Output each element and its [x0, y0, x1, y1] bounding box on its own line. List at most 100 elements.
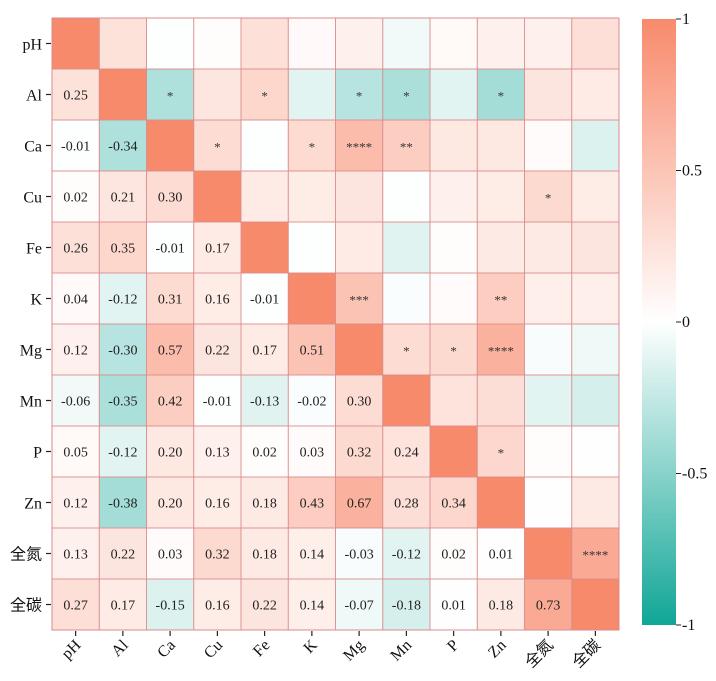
cell-value-label: 0.04 [63, 293, 88, 308]
heatmap-cell-Mg-Zn [477, 324, 525, 376]
heatmap-cell-K-全氮 [524, 273, 573, 325]
cell-value-label: 0.03 [300, 446, 325, 461]
cell-value-label: 0.12 [63, 344, 88, 359]
heatmap-cell-Fe-Al [99, 222, 147, 274]
heatmap-cell-Fe-Cu [193, 222, 242, 274]
heatmap-cell-全碳-P [430, 579, 478, 631]
colorbar-tick-label: 0.5 [682, 163, 702, 180]
heatmap-cells [52, 18, 620, 631]
cell-value-label: -0.01 [156, 242, 185, 257]
heatmap-cell-Al-Ca [146, 69, 195, 121]
heatmap-cell-Ca-Zn [477, 120, 525, 172]
heatmap-cell-Ca-Al [99, 120, 147, 172]
colorbar-tick-label: 0 [682, 314, 690, 331]
cell-value-label: 0.67 [347, 497, 372, 512]
heatmap-cell-全碳-Zn [477, 579, 525, 631]
heatmap-cell-Mn-Al [99, 375, 147, 427]
cell-value-label: 0.21 [111, 191, 136, 206]
heatmap-cell-Al-Zn [477, 69, 525, 121]
heatmap-cell-Ca-P [430, 120, 478, 172]
heatmap-cell-pH-Ca [146, 18, 195, 70]
heatmap-cell-pH-全氮 [524, 18, 573, 70]
heatmap-cell-P-pH [52, 426, 100, 478]
heatmap-cell-Cu-全氮 [524, 171, 573, 223]
cell-value-label: 0.43 [300, 497, 325, 512]
significance-stars: ** [400, 140, 413, 155]
heatmap-cell-Mg-全碳 [571, 324, 620, 376]
heatmap-cell-Fe-全碳 [571, 222, 620, 274]
heatmap-cell-K-K [288, 273, 336, 325]
x-tick-label: K [301, 636, 322, 657]
cell-value-label: 0.20 [158, 497, 183, 512]
heatmap-cell-Ca-pH [52, 120, 100, 172]
heatmap-cell-全碳-Mg [335, 579, 384, 631]
cell-value-label: -0.30 [108, 344, 137, 359]
significance-stars: * [356, 89, 363, 104]
x-tick-label: Ca [154, 637, 179, 662]
heatmap-cell-Fe-Mg [335, 222, 384, 274]
heatmap-cell-Cu-K [288, 171, 336, 223]
y-tick-label: Fe [26, 241, 42, 258]
heatmap-border [51, 17, 620, 631]
heatmap-cell-K-pH [52, 273, 100, 325]
significance-stars: * [309, 140, 316, 155]
heatmap-cell-Ca-Ca [146, 120, 195, 172]
heatmap-cell-Mn-Cu [193, 375, 242, 427]
heatmap-cell-Zn-P [430, 477, 478, 529]
cell-value-label: 0.13 [63, 548, 88, 563]
cell-value-label: 0.31 [158, 293, 183, 308]
significance-stars: * [214, 140, 221, 155]
heatmap-cell-Al-Mn [382, 69, 431, 121]
heatmap-cell-Zn-Al [99, 477, 147, 529]
x-tick-label: P [444, 637, 462, 655]
heatmap-cell-Mg-Ca [146, 324, 195, 376]
cell-value-label: 0.24 [394, 446, 419, 461]
colorbar: 1 0.5 0 -0.5 -1 [642, 11, 707, 634]
significance-stars: * [403, 89, 410, 104]
heatmap-cell-pH-Al [99, 18, 147, 70]
heatmap-cell-K-Ca [146, 273, 195, 325]
y-tick-label: Mg [20, 343, 42, 360]
x-tick-label: Zn [485, 637, 510, 662]
heatmap-cell-Ca-Mn [382, 120, 431, 172]
cell-value-label: 0.16 [205, 599, 230, 614]
heatmap-cell-Zn-Ca [146, 477, 195, 529]
cell-value-label: 0.01 [489, 548, 514, 563]
heatmap-cell-全氮-K [288, 528, 336, 580]
heatmap-cell-Ca-全氮 [524, 120, 573, 172]
significance-stars: * [450, 344, 457, 359]
significance-stars: *** [349, 293, 369, 308]
heatmap-cell-Ca-K [288, 120, 336, 172]
significance-stars: * [545, 191, 552, 206]
heatmap-cell-K-Zn [477, 273, 525, 325]
heatmap-cell-Mg-Cu [193, 324, 242, 376]
heatmap-cell-全氮-Cu [193, 528, 242, 580]
heatmap-cell-全碳-全氮 [524, 579, 573, 631]
heatmap-cell-P-Mn [382, 426, 431, 478]
heatmap-cell-全碳-Ca [146, 579, 195, 631]
heatmap-cell-全氮-Zn [477, 528, 525, 580]
cell-value-label: 0.25 [63, 89, 88, 104]
heatmap-cell-Mn-Mn [382, 375, 431, 427]
heatmap-cell-Fe-pH [52, 222, 100, 274]
cell-value-label: -0.34 [108, 140, 137, 155]
cell-value-label: -0.12 [392, 548, 421, 563]
heatmap-cell-全氮-P [430, 528, 478, 580]
x-axis: pH Al Ca Cu Fe K Mg Mn P Zn 全氮 全碳 [59, 631, 604, 671]
cell-value-label: 0.20 [158, 446, 183, 461]
heatmap-cell-Fe-Mn [382, 222, 431, 274]
heatmap-cell-P-Zn [477, 426, 525, 478]
heatmap-cell-Fe-K [288, 222, 336, 274]
heatmap-cell-Al-pH [52, 69, 100, 121]
cell-value-label: 0.57 [158, 344, 183, 359]
heatmap-cell-Mg-P [430, 324, 478, 376]
cell-value-label: 0.22 [111, 548, 136, 563]
x-tick-label: 全氮 [522, 636, 557, 671]
heatmap-cell-pH-Mg [335, 18, 384, 70]
cell-value-label: 0.02 [63, 191, 88, 206]
cell-value-label: 0.32 [205, 548, 230, 563]
cell-value-label: 0.02 [441, 548, 466, 563]
heatmap-cell-P-Cu [193, 426, 242, 478]
heatmap-cell-pH-Cu [193, 18, 242, 70]
